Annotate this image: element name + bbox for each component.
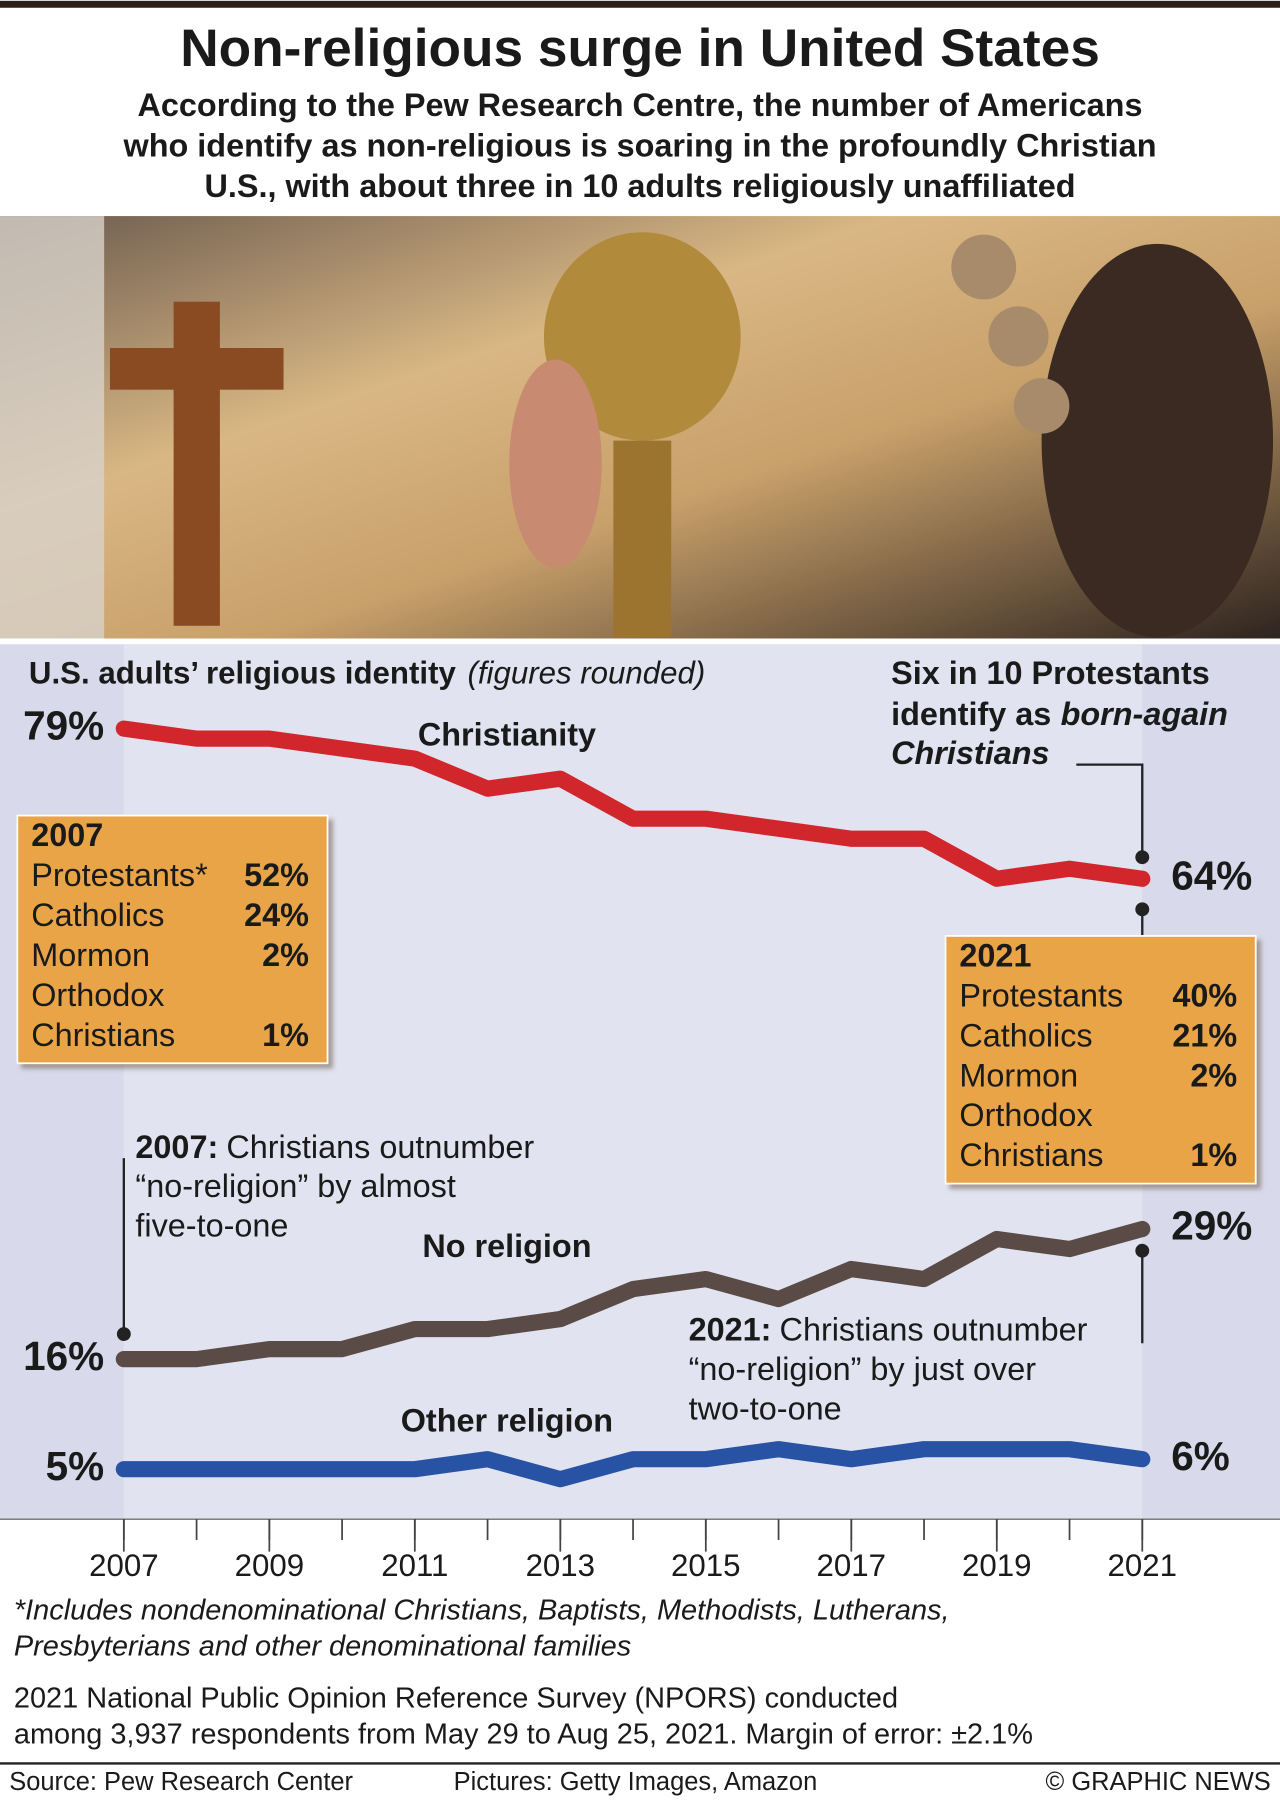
- series-label: No religion: [422, 1228, 591, 1264]
- photo: [0, 216, 1280, 639]
- box-label: Christians: [31, 1017, 175, 1053]
- box-label: Mormon: [31, 937, 150, 973]
- source: Source: Pew Research Center: [9, 1768, 353, 1796]
- box-label: Catholics: [959, 1017, 1092, 1053]
- value-label: 79%: [23, 702, 104, 748]
- footnote: Presbyterians and other denominational f…: [14, 1630, 631, 1662]
- series-line: [115, 720, 1151, 887]
- callout: “no-religion” by almost: [135, 1168, 455, 1204]
- x-tick-label: 2019: [962, 1548, 1031, 1583]
- callout: five-to-one: [135, 1207, 288, 1243]
- stat-box: [16, 814, 329, 1065]
- value-label: 16%: [23, 1333, 104, 1379]
- value-label: 5%: [46, 1443, 105, 1489]
- x-tick-label: 2015: [671, 1548, 740, 1583]
- credit: © GRAPHIC NEWS: [1046, 1768, 1271, 1796]
- box-label: Christians: [959, 1137, 1103, 1173]
- value-label: 64%: [1171, 852, 1252, 898]
- subtitle: who identify as non-religious is soaring…: [123, 127, 1157, 163]
- text-span: U.S. adults’ religious identity: [29, 656, 457, 691]
- note: Six in 10 Protestants: [891, 655, 1210, 691]
- pictures: Pictures: Getty Images, Amazon: [454, 1768, 818, 1796]
- box-title: 2007: [31, 817, 103, 853]
- x-tick-label: 2017: [817, 1548, 886, 1583]
- box-label: Mormon: [959, 1057, 1078, 1093]
- text-span: Christians outnumber: [780, 1311, 1088, 1347]
- box-value: 40%: [1172, 977, 1237, 1013]
- text-span: two-to-one: [689, 1390, 842, 1426]
- x-tick-label: 2011: [381, 1548, 448, 1583]
- box-value: 1%: [262, 1017, 309, 1053]
- text-span: Christians outnumber: [226, 1128, 534, 1164]
- callout: 2007: Christians outnumber: [135, 1128, 534, 1164]
- callout: “no-religion” by just over: [689, 1351, 1037, 1387]
- box-title: 2021: [959, 937, 1031, 973]
- subtitle: According to the Pew Research Centre, th…: [138, 87, 1143, 123]
- survey-note: 2021 National Public Opinion Reference S…: [14, 1682, 898, 1714]
- box-label: Orthodox: [959, 1097, 1092, 1133]
- text-span: identify as: [891, 696, 1051, 732]
- box-value: 24%: [244, 897, 309, 933]
- box-value: 21%: [1172, 1017, 1237, 1053]
- text-span: 2021:: [689, 1311, 772, 1347]
- text-span: born-again: [1061, 696, 1228, 732]
- series-line: [115, 1220, 1151, 1368]
- subtitle: U.S., with about three in 10 adults reli…: [204, 168, 1075, 204]
- box-value: 2%: [1190, 1057, 1237, 1093]
- text-span: 2007:: [135, 1128, 218, 1164]
- series-label: Christianity: [418, 716, 596, 752]
- box-label: Orthodox: [31, 977, 164, 1013]
- x-tick-label: 2021: [1108, 1548, 1177, 1583]
- text-span: (figures rounded): [467, 656, 705, 691]
- chart-title: U.S. adults’ religious identity (figures …: [29, 656, 705, 691]
- footnote: *Includes nondenominational Christians, …: [14, 1594, 950, 1626]
- x-tick-label: 2013: [526, 1548, 595, 1583]
- series-line: [115, 1441, 1151, 1488]
- text-span: “no-religion” by almost: [135, 1168, 455, 1204]
- callout: two-to-one: [689, 1390, 842, 1426]
- stat-box: [944, 935, 1257, 1185]
- text-span: “no-religion” by just over: [689, 1351, 1037, 1387]
- box-value: 1%: [1190, 1137, 1237, 1173]
- text-span: five-to-one: [135, 1207, 288, 1243]
- box-label: Protestants: [959, 977, 1123, 1013]
- connectors: [116, 763, 1150, 1344]
- x-tick-label: 2009: [235, 1548, 304, 1583]
- top-bar: [0, 0, 1280, 8]
- value-label: 29%: [1171, 1203, 1252, 1249]
- note: Christians: [891, 735, 1049, 771]
- box-value: 2%: [262, 937, 309, 973]
- box-label: Protestants*: [31, 857, 208, 893]
- box-label: Catholics: [31, 897, 164, 933]
- value-label: 6%: [1171, 1433, 1230, 1479]
- box-value: 52%: [244, 857, 309, 893]
- note: identify as born-again: [891, 696, 1228, 732]
- survey-note: among 3,937 respondents from May 29 to A…: [14, 1718, 1033, 1750]
- x-tick-label: 2007: [89, 1548, 158, 1583]
- callout: 2021: Christians outnumber: [689, 1311, 1088, 1347]
- title: Non-religious surge in United States: [180, 19, 1100, 78]
- series-label: Other religion: [401, 1403, 613, 1439]
